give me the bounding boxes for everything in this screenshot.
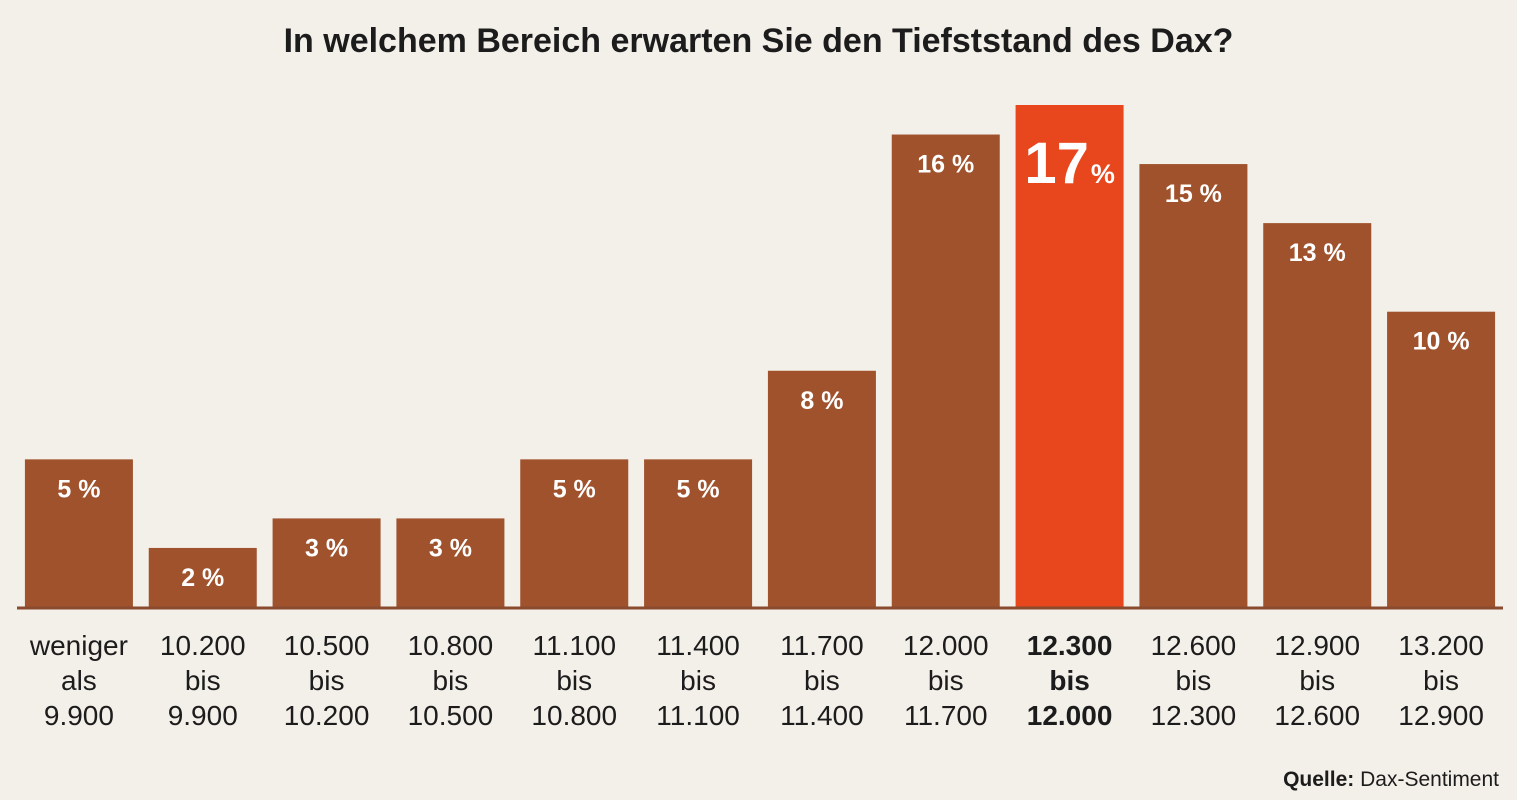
category-label-line: 12.600 — [1274, 700, 1360, 731]
bar-value-label: 5 % — [553, 475, 596, 503]
source-note: Quelle: Dax-Sentiment — [1283, 768, 1499, 792]
category-label-line: 10.800 — [408, 630, 494, 661]
bar-value-label: 5 % — [57, 475, 100, 503]
category-label-line: 10.200 — [160, 630, 246, 661]
category-label-line: 13.200 — [1398, 630, 1484, 661]
category-label-line: 11.400 — [780, 700, 864, 731]
bar — [767, 370, 876, 607]
category-label-line: bis — [433, 665, 469, 696]
bar-value-label: 5 % — [677, 475, 720, 503]
category-label-line: 11.100 — [656, 700, 740, 731]
category-label-line: bis — [185, 665, 221, 696]
bar-value-label: 13 % — [1289, 239, 1346, 267]
bar — [891, 134, 1000, 607]
bar — [644, 459, 753, 607]
category-label-line: als — [61, 665, 97, 696]
bar-value-label: 2 % — [181, 564, 224, 592]
category-label-line: 11.100 — [532, 630, 616, 661]
bar-value-label: 8 % — [800, 387, 843, 415]
bar — [1263, 223, 1372, 607]
category-label-line: bis — [1049, 665, 1089, 696]
category-label-line: 9.900 — [168, 700, 238, 731]
category-label-line: 11.700 — [904, 700, 988, 731]
bar-value-label: 15 % — [1165, 180, 1222, 208]
category-label-line: 12.900 — [1274, 630, 1360, 661]
category-label-line: bis — [804, 665, 840, 696]
category-label-line: bis — [309, 665, 345, 696]
category-label-line: bis — [1176, 665, 1212, 696]
category-label-line: 12.000 — [1027, 700, 1113, 731]
category-label-line: 9.900 — [44, 700, 114, 731]
category-label-line: bis — [928, 665, 964, 696]
category-label-line: 12.000 — [903, 630, 989, 661]
bar — [1139, 164, 1248, 607]
bar-value-label: 10 % — [1413, 328, 1470, 356]
category-label-line: 10.800 — [531, 700, 617, 731]
category-label-line: weniger — [29, 630, 128, 661]
category-label-line: bis — [680, 665, 716, 696]
bar — [148, 547, 257, 607]
source-text: Dax-Sentiment — [1360, 768, 1499, 791]
category-label-line: 12.300 — [1027, 630, 1113, 661]
category-label-line: bis — [556, 665, 592, 696]
category-label-line: 11.400 — [656, 630, 740, 661]
bar — [272, 518, 381, 607]
bar — [396, 518, 505, 607]
category-label-line: 10.500 — [284, 630, 370, 661]
category-label-line: 12.600 — [1151, 630, 1237, 661]
bar-value-label: 16 % — [917, 151, 974, 179]
category-label-line: 10.200 — [284, 700, 370, 731]
bar — [24, 459, 133, 607]
bar-highlight — [1015, 105, 1124, 607]
category-label-line: 11.700 — [780, 630, 864, 661]
chart-title: In welchem Bereich erwarten Sie den Tief… — [283, 22, 1234, 60]
bar — [1387, 311, 1496, 607]
category-label-line: bis — [1423, 665, 1459, 696]
category-label-line: 12.300 — [1151, 700, 1237, 731]
category-label-line: bis — [1299, 665, 1335, 696]
bar-value-label: 3 % — [305, 534, 348, 562]
category-label-line: 12.900 — [1398, 700, 1484, 731]
category-label-line: 10.500 — [408, 700, 494, 731]
bar — [520, 459, 629, 607]
source-label: Quelle: — [1283, 768, 1355, 791]
bar-value-label: 3 % — [429, 534, 472, 562]
bar-value-unit: % — [1091, 159, 1115, 189]
